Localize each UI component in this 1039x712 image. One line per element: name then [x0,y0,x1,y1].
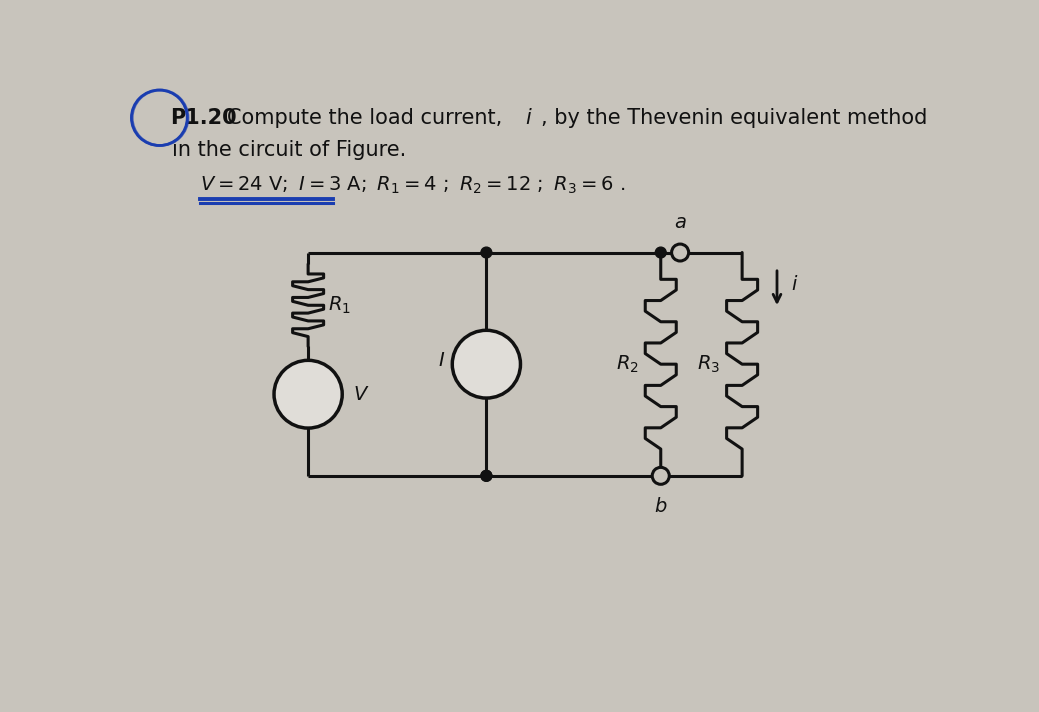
Circle shape [481,471,491,481]
Text: +: + [300,372,316,391]
Text: $R_2$: $R_2$ [616,354,639,375]
Text: i: i [525,108,531,127]
Text: b: b [655,497,667,515]
Text: I: I [438,351,444,370]
Text: Compute the load current,: Compute the load current, [227,108,509,127]
Text: $R_3$: $R_3$ [697,354,720,375]
Text: −: − [300,399,316,417]
Circle shape [452,330,521,398]
Circle shape [652,467,669,484]
Circle shape [481,247,491,258]
Text: P1.20: P1.20 [170,108,237,127]
Circle shape [481,471,491,481]
Text: in the circuit of Figure.: in the circuit of Figure. [172,140,406,160]
Circle shape [671,244,689,261]
Text: $V = 24\ \mathrm{V};\ I = 3\ \mathrm{A};\ R_1 = 4\ ;\ R_2 = 12\ ;\ R_3 = 6\ .$: $V = 24\ \mathrm{V};\ I = 3\ \mathrm{A};… [199,175,624,197]
Text: a: a [674,213,686,231]
Text: , by the Thevenin equivalent method: , by the Thevenin equivalent method [540,108,927,127]
Text: V: V [353,384,367,404]
Text: i: i [791,275,796,293]
Circle shape [656,247,666,258]
Circle shape [274,360,342,428]
Text: $R_1$: $R_1$ [327,295,350,316]
